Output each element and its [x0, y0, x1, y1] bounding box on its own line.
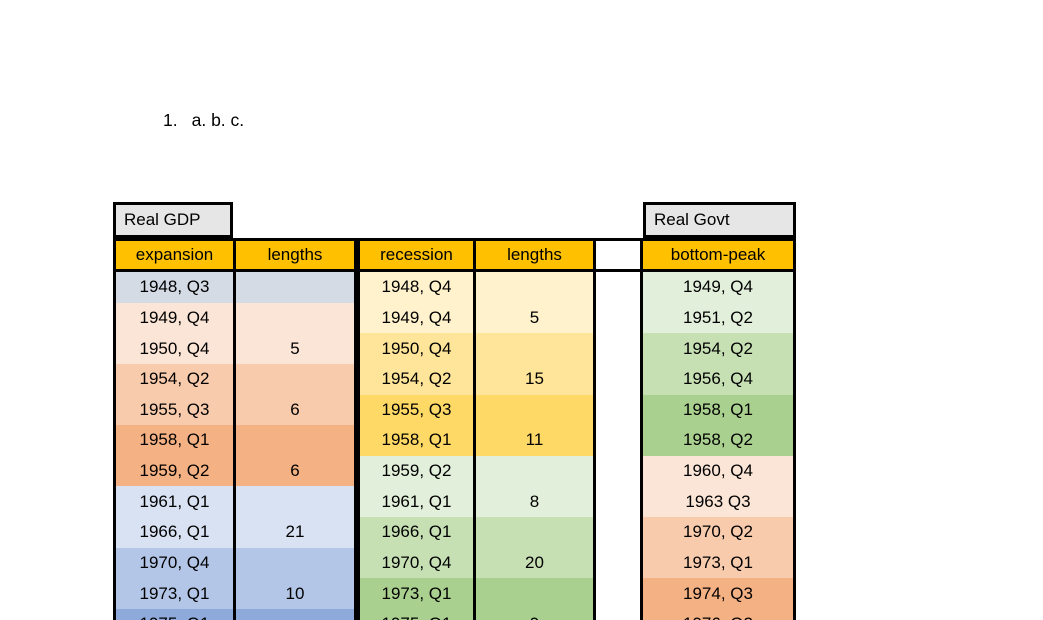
cell-expansion-date: 1961, Q1 — [113, 486, 233, 517]
cell-bottom-peak-date: 1960, Q4 — [643, 455, 796, 487]
cell-gap — [596, 363, 643, 395]
cell-expansion-length: 10 — [233, 578, 357, 609]
cell-recession-length: 20 — [473, 547, 596, 579]
cell-bottom-peak-date: 1976, Q2 — [643, 608, 796, 620]
cell-bottom-peak-date: 1970, Q2 — [643, 517, 796, 548]
cell-recession-date: 1961, Q1 — [357, 486, 473, 517]
list-text: a. b. c. — [191, 110, 245, 130]
cell-expansion-length — [233, 486, 357, 517]
cell-recession-length — [473, 455, 596, 487]
cell-recession-length — [473, 578, 596, 609]
cell-recession-length — [473, 517, 596, 548]
cell-expansion-length — [233, 547, 357, 579]
cell-recession-date: 1966, Q1 — [357, 517, 473, 548]
numbered-list-item: 1. a. b. c. — [163, 109, 244, 131]
cell-recession-date: 1973, Q1 — [357, 578, 473, 609]
cell-recession-date: 1975, Q1 — [357, 608, 473, 620]
cell-gap — [596, 394, 643, 426]
cell-bottom-peak-date: 1958, Q1 — [643, 394, 796, 426]
cell-recession-date: 1950, Q4 — [357, 333, 473, 364]
cell-expansion-date: 1948, Q3 — [113, 272, 233, 303]
cell-gap — [596, 333, 643, 364]
cell-gap — [596, 272, 643, 303]
column-header-expansion: expansion — [113, 238, 233, 272]
real-gdp-table-title: Real GDP — [113, 202, 233, 238]
cell-expansion-date: 1970, Q4 — [113, 547, 233, 579]
cell-recession-length: 11 — [473, 425, 596, 456]
cell-recession-date: 1970, Q4 — [357, 547, 473, 579]
cell-gap — [596, 578, 643, 609]
cell-bottom-peak-date: 1951, Q2 — [643, 302, 796, 334]
cell-recession-date: 1954, Q2 — [357, 363, 473, 395]
cell-bottom-peak-date: 1954, Q2 — [643, 333, 796, 364]
column-header-recession: recession — [357, 238, 473, 272]
title-row-spacer — [233, 202, 643, 238]
cell-bottom-peak-date: 1973, Q1 — [643, 547, 796, 579]
cell-gap — [596, 517, 643, 548]
column-header-recession-lengths: lengths — [473, 238, 596, 272]
real-govt-table-title: Real Govt — [643, 202, 796, 238]
cell-gap — [596, 547, 643, 579]
cell-expansion-length — [233, 272, 357, 303]
cell-bottom-peak-date: 1956, Q4 — [643, 363, 796, 395]
cell-expansion-date: 1973, Q1 — [113, 578, 233, 609]
cell-recession-date: 1949, Q4 — [357, 302, 473, 334]
cell-recession-length — [473, 394, 596, 426]
cell-recession-length — [473, 272, 596, 303]
cell-gap — [596, 455, 643, 487]
cell-bottom-peak-date: 1949, Q4 — [643, 272, 796, 303]
cell-expansion-length: 5 — [233, 333, 357, 364]
column-header-bottom-peak: bottom-peak — [643, 238, 796, 272]
cell-recession-length: 9 — [473, 608, 596, 620]
cell-gap — [596, 302, 643, 334]
cell-recession-date: 1955, Q3 — [357, 394, 473, 426]
cell-recession-date: 1958, Q1 — [357, 425, 473, 456]
cell-gap — [596, 608, 643, 620]
cell-expansion-date: 1950, Q4 — [113, 333, 233, 364]
cell-recession-length — [473, 333, 596, 364]
cell-recession-length: 8 — [473, 486, 596, 517]
cell-expansion-date: 1959, Q2 — [113, 455, 233, 487]
cell-expansion-date: 1954, Q2 — [113, 363, 233, 395]
cell-recession-length: 5 — [473, 302, 596, 334]
header-gap-cell — [596, 238, 643, 272]
cell-expansion-length — [233, 302, 357, 334]
business-cycle-table: Real GDP Real Govt expansion lengths rec… — [113, 202, 796, 620]
cell-recession-date: 1959, Q2 — [357, 455, 473, 487]
cell-expansion-length — [233, 363, 357, 395]
cell-expansion-length: 21 — [233, 517, 357, 548]
cell-recession-date: 1948, Q4 — [357, 272, 473, 303]
cell-bottom-peak-date: 1963 Q3 — [643, 486, 796, 517]
cell-expansion-length: 6 — [233, 394, 357, 426]
cell-expansion-date: 1958, Q1 — [113, 425, 233, 456]
cell-expansion-length — [233, 425, 357, 456]
cell-expansion-date: 1966, Q1 — [113, 517, 233, 548]
cell-gap — [596, 425, 643, 456]
list-number: 1. — [163, 110, 178, 130]
column-header-expansion-lengths: lengths — [233, 238, 357, 272]
cell-expansion-date: 1955, Q3 — [113, 394, 233, 426]
cell-gap — [596, 486, 643, 517]
cell-expansion-length — [233, 608, 357, 620]
cell-recession-length: 15 — [473, 363, 596, 395]
cell-expansion-date: 1975, Q1 — [113, 608, 233, 620]
cell-expansion-date: 1949, Q4 — [113, 302, 233, 334]
cell-bottom-peak-date: 1958, Q2 — [643, 425, 796, 456]
cell-bottom-peak-date: 1974, Q3 — [643, 578, 796, 609]
cell-expansion-length: 6 — [233, 455, 357, 487]
